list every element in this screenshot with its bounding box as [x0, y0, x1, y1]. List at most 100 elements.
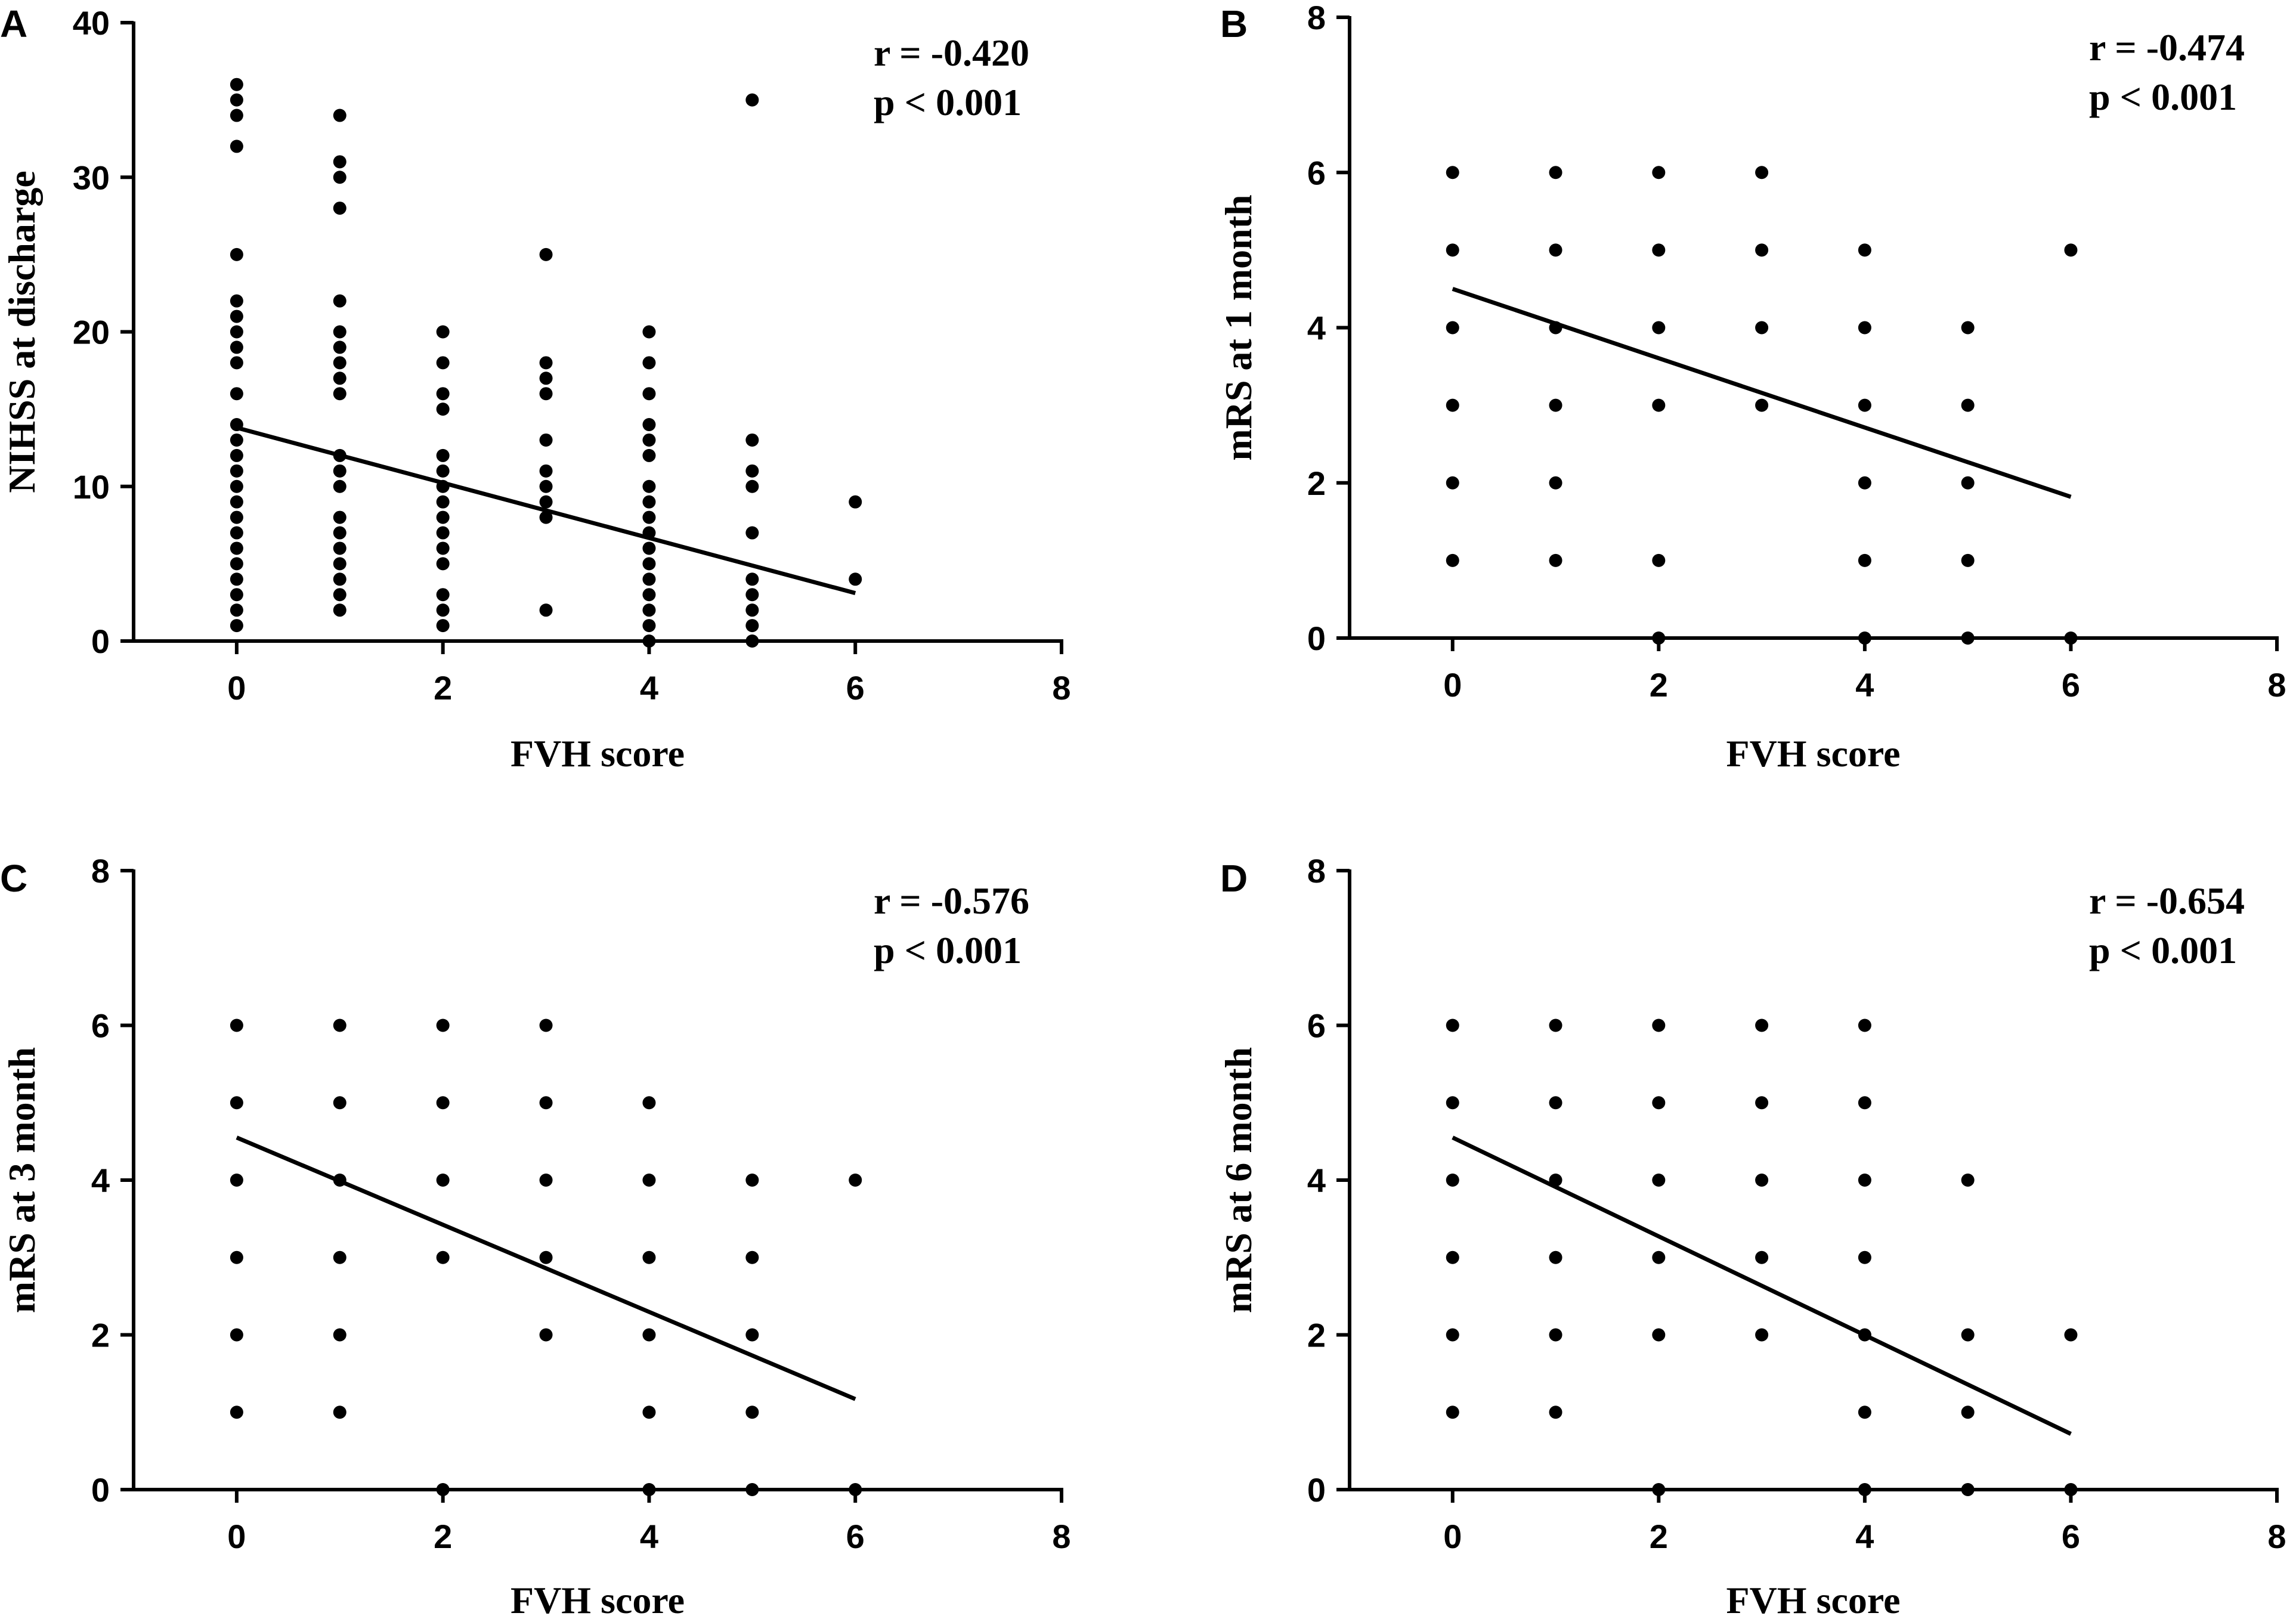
panel-d-data-point — [1858, 1250, 1871, 1264]
panel-d-data-point — [1961, 1406, 1975, 1419]
panel-b-data-point — [1961, 476, 1975, 490]
panel-c-data-point — [333, 1328, 346, 1342]
panel-c-data-point — [745, 1483, 759, 1496]
panel-a-data-point — [745, 634, 759, 648]
panel-a-data-point — [642, 418, 656, 432]
panel-b-data-point — [1858, 398, 1871, 412]
panel-a-data-point — [539, 372, 553, 385]
panel-a-data-point — [230, 464, 243, 478]
panel-b-x-axis-title: FVH score — [1726, 732, 1900, 775]
panel-d-data-point — [1549, 1406, 1562, 1419]
panel-a-data-point — [333, 372, 346, 385]
panel-c-data-point — [745, 1174, 759, 1187]
panel-a-regression-line — [236, 425, 856, 596]
panel-b-x-tick-label: 2 — [1650, 666, 1668, 704]
panel-b-data-point — [1549, 398, 1562, 412]
panel-d-y-tick-label: 8 — [1307, 852, 1326, 890]
panel-a-y-axis-title: NIHSS at discharge — [1, 171, 43, 493]
panel-a-data-point — [230, 109, 243, 122]
panel-b-data-point — [1755, 166, 1769, 179]
panel-c-y-tick-label: 0 — [91, 1471, 110, 1509]
panel-b-data-point — [1549, 166, 1562, 179]
panel-d-data-point — [1549, 1328, 1562, 1342]
panel-a-data-point — [230, 541, 243, 555]
panel-a-data-point — [333, 340, 346, 354]
panel-b-data-point — [1858, 321, 1871, 335]
panel-c-data-point — [745, 1406, 759, 1419]
panel-d-data-point — [1652, 1483, 1666, 1496]
panel-b: B 0 2 4 6 8 0 2 4 6 8 FVH score mRS at 1 month r = -0… — [1217, 0, 2286, 775]
panel-c-data-point — [333, 1406, 346, 1419]
panel-c-data-point — [642, 1250, 656, 1264]
panel-c: C 0 2 4 6 8 0 2 4 6 8 FVH score mRS at 3 month r = -0… — [0, 852, 1071, 1619]
panel-c-regression-line — [236, 1135, 856, 1401]
panel-a-data-point — [436, 619, 450, 633]
panel-a-data-point — [745, 93, 759, 107]
panel-c-letter: C — [0, 857, 27, 900]
panel-d-p-value: p < 0.001 — [2089, 929, 2237, 971]
panel-c-r-value: r = -0.576 — [874, 880, 1029, 922]
panel-d-data-point — [1446, 1019, 1459, 1032]
panel-a-y-tick-label: 0 — [91, 623, 110, 660]
panel-a-data-point — [230, 603, 243, 617]
panel-c-data-point — [230, 1406, 243, 1419]
panel-b-p-value: p < 0.001 — [2089, 76, 2237, 118]
panel-d-data-point — [1549, 1096, 1562, 1110]
panel-a-data-point — [642, 325, 656, 339]
panel-c-x-tick-label: 8 — [1052, 1518, 1070, 1555]
panel-b-data-point — [1652, 398, 1666, 412]
panel-c-y-tick-label: 2 — [91, 1317, 110, 1354]
panel-b-data-point — [1961, 398, 1975, 412]
panel-c-x-tick-label: 6 — [846, 1518, 865, 1555]
panel-c-y-tick-label: 6 — [91, 1007, 110, 1045]
panel-b-x-tick-label: 0 — [1443, 666, 1462, 704]
panel-a-data-point — [333, 356, 346, 370]
panel-a-x-tick-label: 0 — [227, 669, 246, 707]
panel-a-data-point — [539, 495, 553, 509]
panel-c-data-point — [230, 1174, 243, 1187]
panel-d-data-point — [1755, 1019, 1769, 1032]
panel-a-x-tick-label: 4 — [640, 669, 658, 707]
panel-a-data-point — [230, 309, 243, 323]
panel-b-data-point — [1446, 243, 1459, 257]
panel-a-data-point — [436, 510, 450, 524]
panel-b-data-point — [2064, 243, 2078, 257]
panel-a-data-point — [230, 557, 243, 571]
panel-c-data-point — [230, 1328, 243, 1342]
panel-a-data-point — [539, 247, 553, 261]
panel-d-x-tick-label: 6 — [2062, 1518, 2080, 1555]
panel-a-data-point — [539, 479, 553, 493]
panel-d-data-point — [2064, 1328, 2078, 1342]
panel-a-data-point — [333, 572, 346, 586]
panel-d-data-point — [1858, 1019, 1871, 1032]
panel-a-p-value: p < 0.001 — [874, 81, 1022, 123]
panel-a-data-point — [539, 356, 553, 370]
panel-b-data-point — [1446, 166, 1459, 179]
panel-a-data-point — [642, 588, 656, 602]
panel-d-x-tick-label: 4 — [1855, 1518, 1874, 1555]
panel-b-x-tick-label: 4 — [1855, 666, 1874, 704]
panel-c-data-point — [642, 1328, 656, 1342]
panel-a-data-point — [333, 464, 346, 478]
panel-d-y-axis-title: mRS at 6 month — [1217, 1047, 1260, 1313]
panel-b-data-point — [1858, 631, 1871, 645]
panel-a-data-point — [333, 479, 346, 493]
panel-d-y-tick-label: 6 — [1307, 1007, 1326, 1045]
panel-c-data-point — [849, 1483, 862, 1496]
panel-b-data-point — [1446, 476, 1459, 490]
panel-d-data-point — [1446, 1250, 1459, 1264]
panel-a: A 0 10 20 30 40 0 2 4 6 8 FVH score NIHSS at dischar… — [0, 2, 1071, 775]
panel-a-data-point — [642, 356, 656, 370]
panel-a-data-point — [642, 479, 656, 493]
panel-b-y-tick-label: 6 — [1307, 154, 1326, 191]
panel-c-x-tick-label: 2 — [434, 1518, 452, 1555]
panel-b-data-point — [1755, 398, 1769, 412]
panel-c-y-axis-title: mRS at 3 month — [1, 1047, 43, 1313]
panel-a-data-point — [642, 387, 656, 401]
panel-a-data-point — [849, 495, 862, 509]
panel-a-data-point — [642, 572, 656, 586]
panel-a-data-point — [539, 510, 553, 524]
panel-a-data-point — [230, 433, 243, 447]
panel-a-data-point — [230, 387, 243, 401]
panel-d-data-point — [1446, 1406, 1459, 1419]
